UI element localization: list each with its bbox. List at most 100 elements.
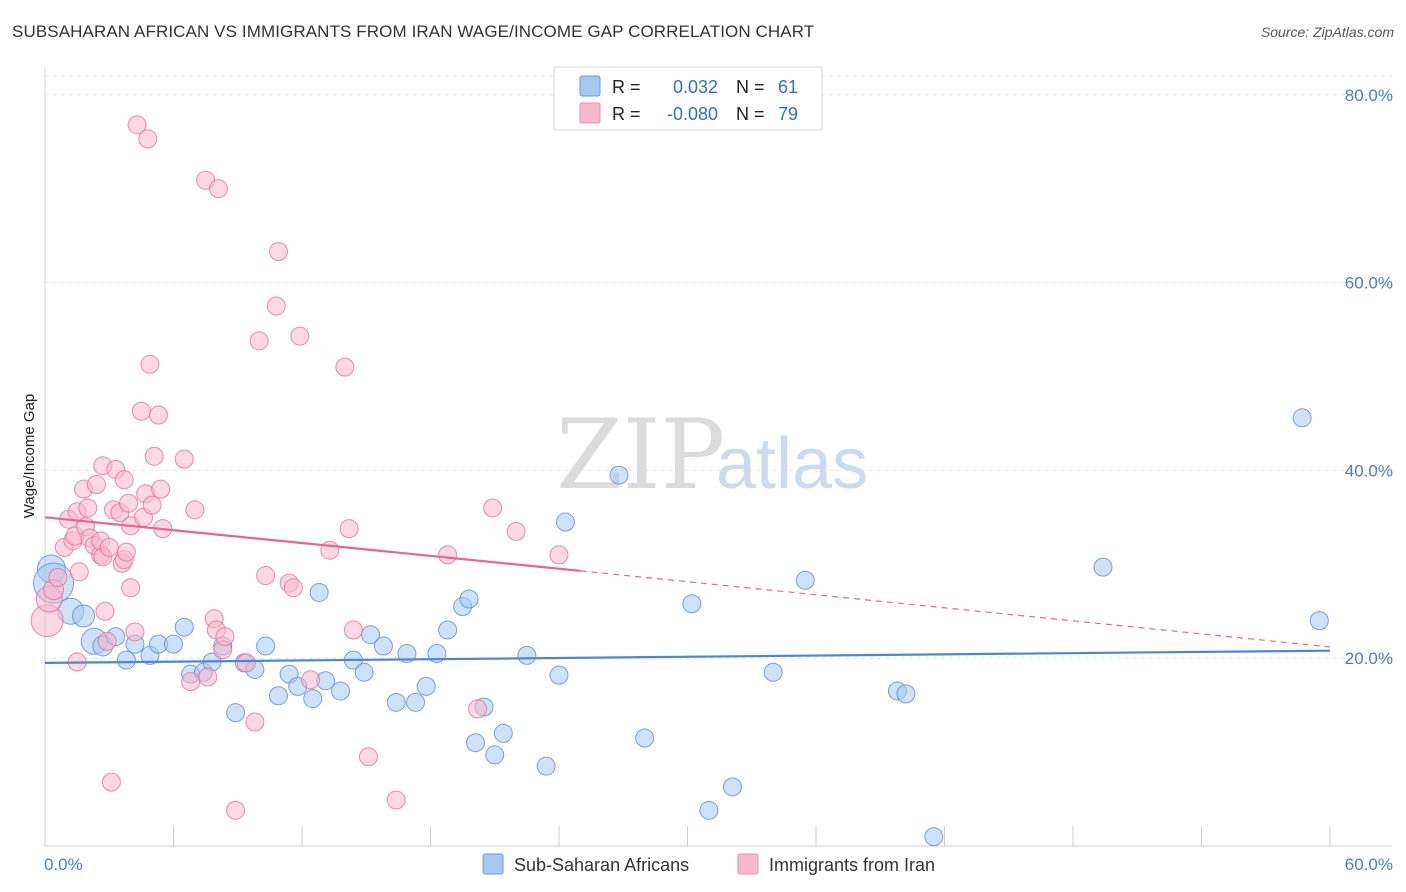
x-tick-label-1: 60.0%: [1345, 855, 1393, 874]
watermark: ZIP atlas: [556, 399, 868, 511]
point-1-69: [339, 519, 359, 539]
point-1-74: [468, 699, 488, 719]
legend-n-label-1: N =: [736, 77, 765, 97]
watermark-zip: ZIP: [556, 399, 725, 511]
point-1-33: [121, 578, 141, 598]
point-1-73: [438, 545, 458, 565]
point-1-31: [116, 542, 136, 562]
x-tick-labels: 0.0% 60.0%: [44, 855, 1393, 874]
point-1-37: [131, 401, 151, 421]
point-0-37: [438, 620, 458, 640]
point-0-54: [795, 570, 815, 590]
point-0-31: [373, 636, 393, 656]
point-1-59: [249, 331, 269, 351]
point-1-64: [283, 578, 303, 598]
trend-line-pink-dashed: [580, 570, 1331, 648]
point-1-56: [226, 800, 246, 820]
point-1-67: [320, 540, 340, 560]
point-1-29: [114, 470, 134, 490]
point-1-10: [69, 562, 89, 582]
point-0-36: [427, 644, 447, 663]
point-1-55: [215, 627, 235, 647]
point-1-43: [144, 446, 164, 466]
point-0-43: [493, 723, 513, 743]
point-1-13: [78, 498, 98, 518]
point-1-68: [335, 357, 355, 377]
point-0-21: [268, 686, 288, 706]
bottom-legend-swatch-pink: [737, 853, 759, 875]
point-0-35: [416, 676, 436, 696]
chart-title: SUBSAHARAN AFRICAN VS IMMIGRANTS FROM IR…: [12, 22, 815, 41]
point-1-76: [506, 521, 526, 541]
y-tick-label-0: 20.0%: [1345, 649, 1393, 668]
trend-line-blue: [44, 649, 1331, 664]
point-0-11: [164, 634, 183, 654]
point-1-50: [198, 667, 218, 687]
watermark-atlas: atlas: [716, 424, 868, 504]
point-1-23: [99, 537, 119, 557]
point-1-36: [127, 115, 147, 135]
point-0-42: [485, 745, 505, 765]
x-tick-label-0: 0.0%: [44, 855, 83, 874]
source-label: Source: ZipAtlas.com: [1260, 24, 1394, 40]
legend-r-value-2: -0.080: [667, 104, 718, 124]
point-0-29: [354, 662, 374, 682]
grid-lines: [45, 75, 1392, 659]
point-1-60: [256, 566, 276, 586]
trend-line-pink-solid: [44, 516, 581, 572]
point-1-70: [343, 620, 363, 640]
legend-n-label-2: N =: [736, 104, 765, 124]
series-1: [30, 115, 569, 820]
point-1-32: [119, 493, 139, 513]
point-0-57: [924, 827, 944, 847]
legend-box: R = 0.032 N = 61 R = -0.080 N = 79: [553, 66, 823, 131]
point-0-60: [1309, 611, 1329, 631]
legend-swatch-blue: [579, 75, 601, 97]
point-1-78: [181, 672, 201, 692]
point-1-47: [174, 449, 194, 469]
point-0-33: [397, 644, 417, 663]
point-1-44: [149, 405, 169, 425]
point-0-27: [331, 681, 351, 701]
legend-swatch-pink: [579, 102, 601, 124]
y-axis-label: Wage/Income Gap: [21, 394, 38, 519]
legend-r-label-2: R =: [612, 104, 641, 124]
point-1-41: [140, 354, 160, 374]
point-0-20: [256, 636, 276, 656]
point-0-47: [555, 512, 575, 532]
point-1-48: [185, 500, 205, 520]
point-1-61: [266, 296, 286, 316]
point-0-7: [116, 650, 136, 670]
trend-lines: [44, 516, 1331, 664]
point-0-58: [1093, 557, 1113, 577]
axes: [44, 68, 1392, 847]
point-0-34: [406, 692, 426, 712]
point-1-42: [142, 495, 162, 515]
point-1-62: [268, 242, 288, 262]
point-1-22: [97, 631, 117, 651]
legend-n-value-1: 61: [778, 77, 798, 97]
point-1-53: [208, 179, 228, 199]
point-0-40: [465, 733, 485, 753]
y-tick-label-1: 40.0%: [1345, 461, 1393, 480]
point-1-16: [86, 474, 106, 494]
point-0-49: [635, 728, 655, 748]
point-0-52: [722, 777, 742, 797]
legend-n-value-2: 79: [778, 104, 798, 124]
point-1-3: [48, 567, 68, 587]
point-0-56: [896, 684, 916, 704]
y-tick-labels: 20.0% 40.0% 60.0% 80.0%: [1345, 86, 1393, 668]
point-0-59: [1292, 408, 1312, 428]
point-0-53: [763, 662, 783, 682]
point-0-32: [386, 692, 406, 712]
legend-r-label-1: R =: [612, 77, 641, 97]
point-1-71: [358, 747, 378, 767]
point-1-40: [138, 129, 158, 149]
point-1-65: [290, 326, 310, 346]
bottom-legend: Sub-Saharan Africans Immigrants from Ira…: [482, 853, 935, 875]
point-0-51: [699, 800, 719, 820]
point-1-24: [101, 772, 121, 792]
point-1-35: [125, 622, 145, 642]
point-0-48: [609, 465, 629, 485]
y-tick-label-2: 60.0%: [1345, 274, 1393, 293]
